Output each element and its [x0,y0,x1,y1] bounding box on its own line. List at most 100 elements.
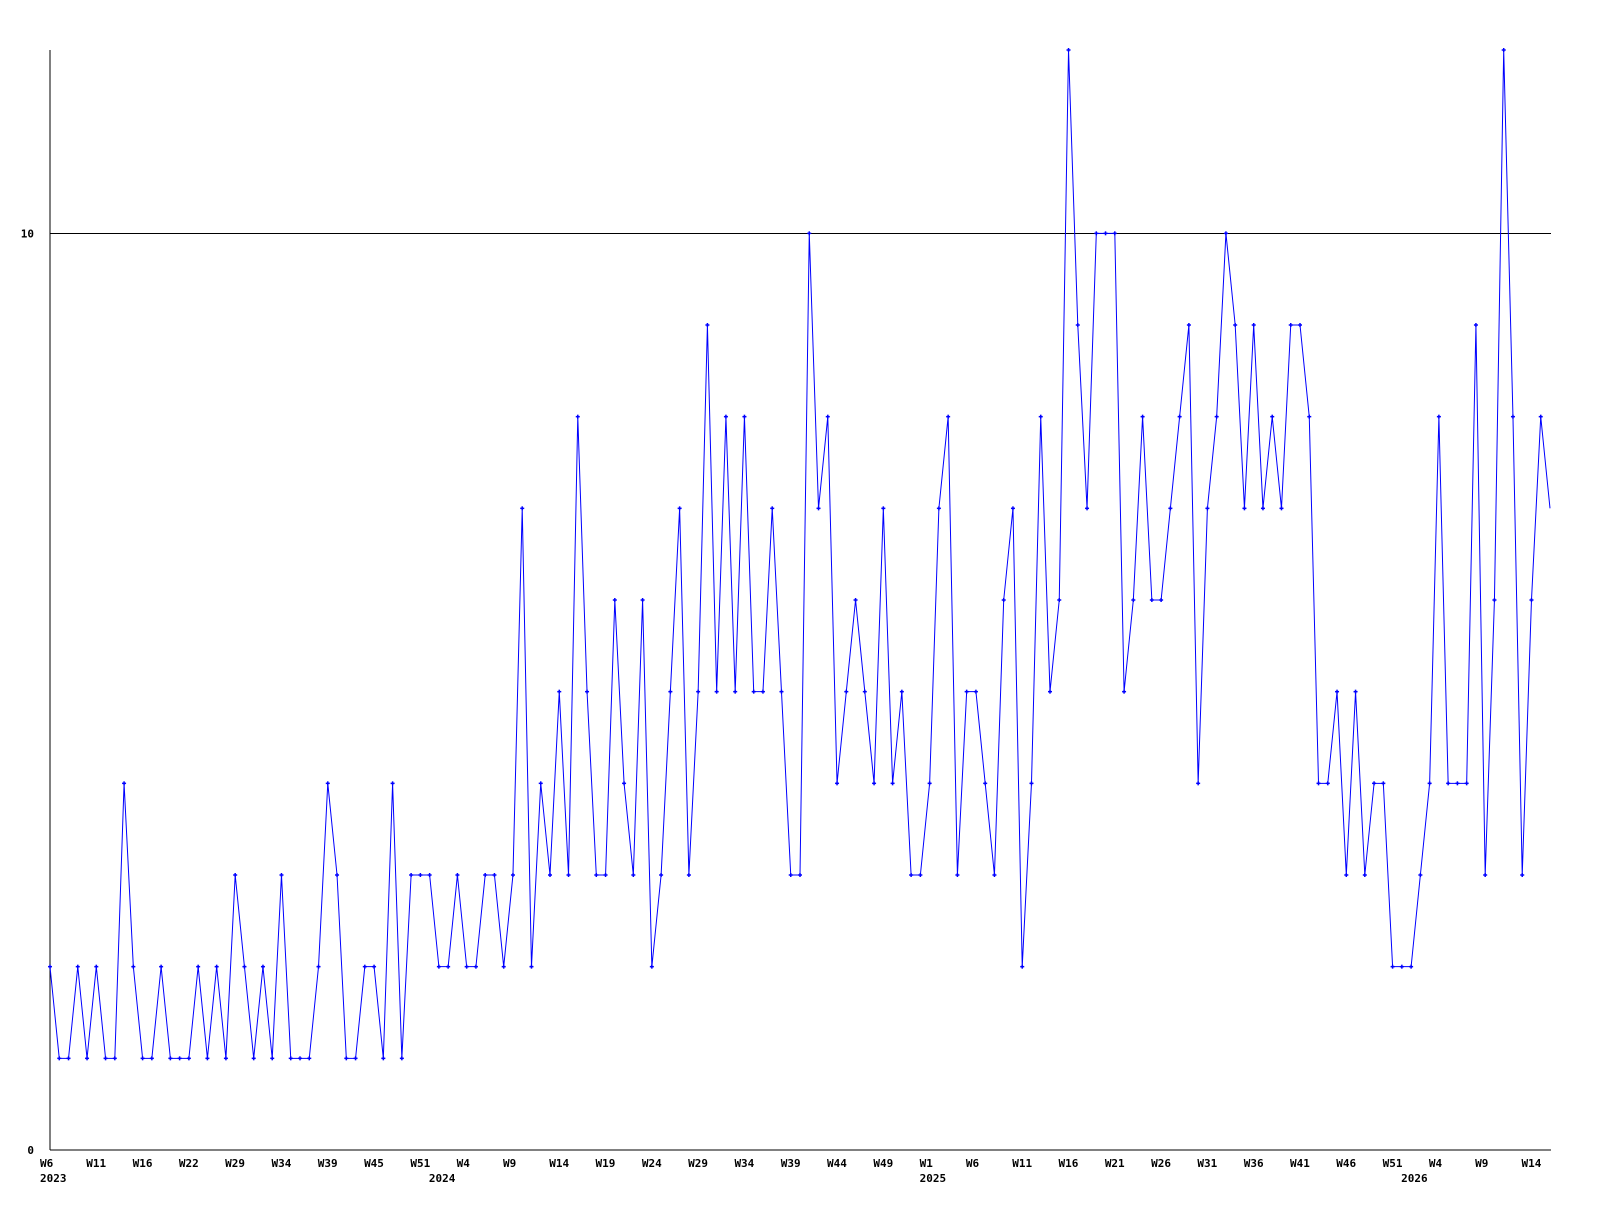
data-point [881,506,886,511]
data-point [1186,323,1191,327]
data-point [1085,506,1090,511]
data-point [214,964,219,969]
data-point [159,964,164,969]
data-point [1270,414,1275,419]
data-point [733,689,738,694]
x-tick-label: W49 [873,1157,893,1170]
data-point [1149,598,1154,602]
x-tick-label: W1 [920,1157,934,1170]
data-point [168,1056,173,1061]
data-point [677,506,682,511]
y-tick-label: 0 [27,1144,34,1157]
x-tick-label: W51 [1383,1157,1403,1170]
x-tick-label: W9 [503,1157,516,1170]
data-point [1381,781,1386,786]
data-point [566,873,571,877]
data-point [1075,323,1080,327]
x-tick-label: W26 [1151,1157,1171,1170]
data-point [955,873,960,877]
data-point [835,781,840,786]
data-point [325,781,330,786]
data-point [251,1056,256,1061]
data-point [890,781,895,786]
x-tick-label: W36 [1244,1157,1264,1170]
data-point [1316,781,1321,786]
data-point [927,781,932,786]
data-point [473,964,478,969]
data-point [983,781,988,786]
data-point [946,414,951,419]
year-label: 2023 [40,1172,67,1185]
x-tick-label: W51 [410,1157,430,1170]
data-point [298,1056,302,1061]
series [48,48,1551,1061]
data-point [1168,506,1173,511]
data-point [742,414,747,419]
x-tick-label: W11 [1012,1157,1032,1170]
data-point [1353,689,1358,694]
data-point [1242,506,1247,511]
data-point [205,1056,210,1061]
data-point [483,873,488,877]
year-label: 2024 [429,1172,456,1185]
data-point [1362,873,1367,877]
data-point [853,598,858,602]
data-point [807,231,812,236]
data-point [288,1056,293,1061]
x-tick-label: W29 [225,1157,245,1170]
x-tick-label: W31 [1197,1157,1217,1170]
x-tick-label: W44 [827,1157,847,1170]
data-point [1112,231,1117,236]
data-point [177,1056,182,1061]
data-point [964,689,969,694]
y-axis-labels: 0 10 [21,227,34,1157]
data-point [455,873,460,877]
data-point [992,873,997,877]
data-point [918,873,923,877]
data-point [798,873,802,877]
data-point [1001,598,1006,602]
data-point [186,1056,191,1061]
x-axis-labels: W6 W11 W16 W22 W29 W34 W39 W45 W51 W4 W9 W14 W19 W24 W… [40,1157,1542,1185]
data-point [381,1056,386,1061]
data-point [909,873,914,877]
data-point [557,689,562,694]
data-point [316,964,321,969]
data-point [1251,323,1256,327]
data-point [640,598,645,602]
data-point [1529,598,1534,602]
data-point [788,873,793,877]
data-point [1103,231,1108,236]
data-point [1279,506,1284,511]
data-point [631,873,636,877]
data-point [446,964,451,969]
data-point [149,1056,154,1061]
x-tick-label: W11 [86,1157,106,1170]
x-tick-label: W45 [364,1157,384,1170]
data-point [510,873,515,877]
data-point [1010,506,1015,511]
data-point [344,1056,349,1061]
data-point [131,964,136,969]
data-point [492,873,497,877]
data-point [1029,781,1034,786]
data-point [418,873,423,877]
data-point [1288,323,1293,327]
data-point [1538,414,1543,419]
data-point [270,1056,275,1061]
data-point [1473,323,1478,327]
data-point [85,1056,90,1061]
data-point [390,781,395,786]
data-point [223,1056,228,1061]
x-tick-label: W6 [40,1157,54,1170]
data-point [1344,873,1349,877]
x-tick-label: W24 [642,1157,662,1170]
x-tick-label: W21 [1105,1157,1125,1170]
data-point [723,414,728,419]
data-point [436,964,441,969]
data-point [1260,506,1265,511]
data-point [1325,781,1330,786]
data-point [103,1056,108,1061]
data-point [622,781,627,786]
